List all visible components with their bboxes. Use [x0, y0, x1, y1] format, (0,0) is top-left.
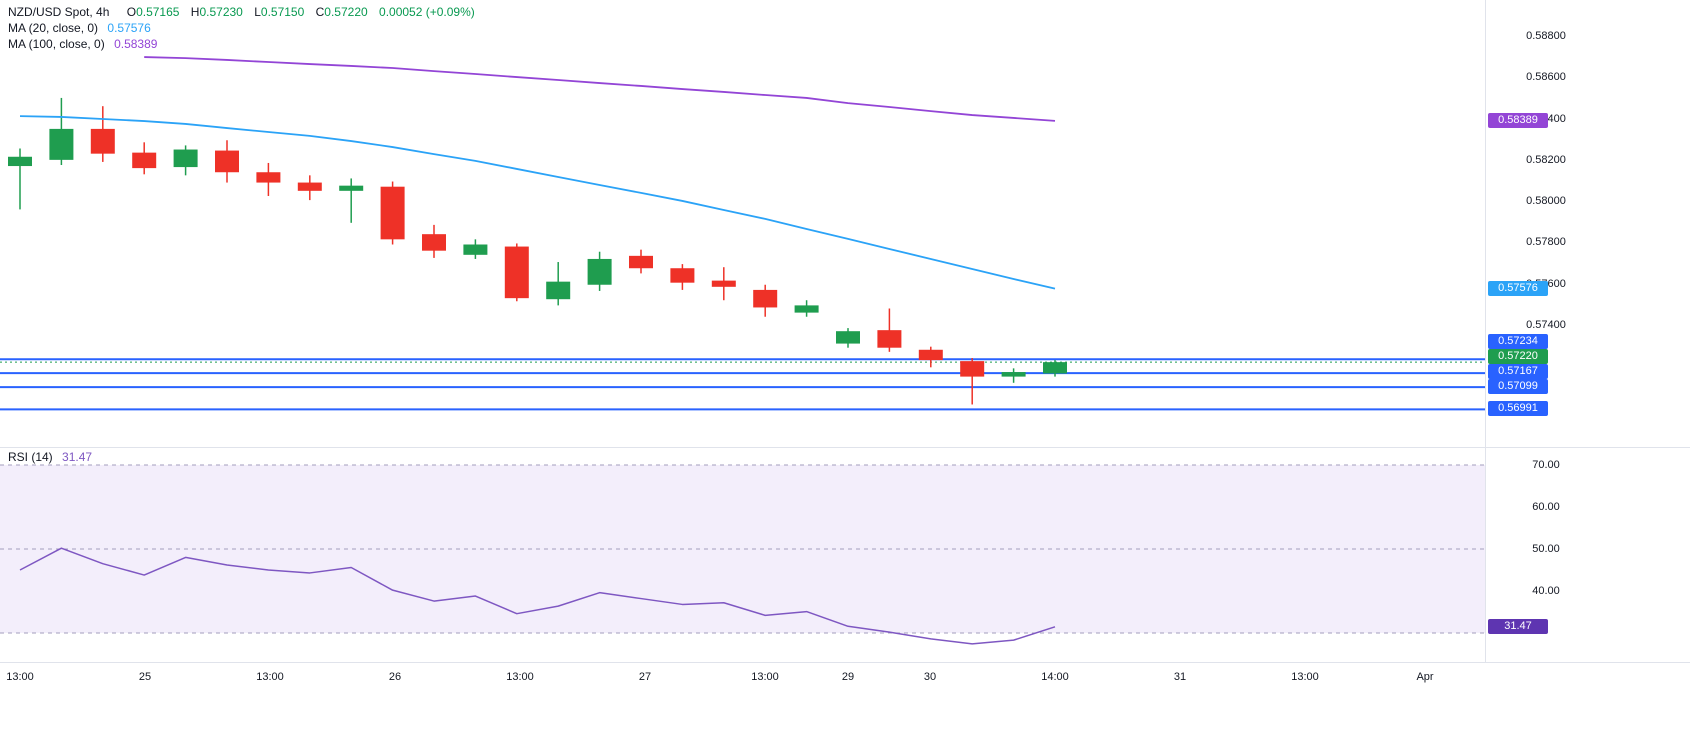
ma100-value: 0.58389 [114, 37, 158, 51]
low-value: 0.57150 [260, 5, 305, 19]
candle-body [629, 255, 653, 269]
price-badge: 0.57099 [1488, 379, 1548, 395]
rsi-badge: 31.47 [1488, 618, 1548, 634]
candle-body [504, 246, 529, 299]
time-tick-label: 27 [638, 671, 652, 683]
candle-body [794, 305, 819, 313]
ohlc-row: NZD/USD Spot, 4h O0.57165 H0.57230 L0.57… [8, 5, 475, 20]
price-axis-separator [1485, 0, 1486, 662]
candle-body [1043, 362, 1067, 374]
axis-tick-label: 0.58200 [1526, 153, 1566, 166]
candle-body [463, 244, 488, 255]
time-tick-label: 26 [388, 671, 402, 683]
high-pair: H0.57230 [191, 5, 243, 19]
candle-body [422, 234, 446, 251]
close-value: 0.57220 [324, 5, 368, 19]
time-tick-label: 13:00 [256, 671, 284, 683]
change-value: 0.00052 (+0.09%) [379, 5, 475, 19]
candle-body [49, 128, 74, 160]
price-badge: 0.56991 [1488, 401, 1548, 417]
price-badge: 0.58389 [1488, 112, 1548, 128]
symbol-title[interactable]: NZD/USD Spot, 4h [8, 5, 110, 19]
rsi-band [0, 465, 1485, 633]
high-label: H [190, 5, 200, 19]
price-badge: 0.57220 [1488, 349, 1548, 365]
price-badge: 0.57234 [1488, 334, 1548, 350]
candle-body [256, 172, 281, 183]
open-value: 0.57165 [136, 5, 180, 19]
time-tick-label: 13:00 [751, 671, 779, 683]
candle-body [90, 128, 115, 154]
time-tick-label: 25 [138, 671, 152, 683]
price-axis[interactable]: 0.588000.586000.584000.582000.580000.578… [1486, 0, 1690, 662]
ma20-line [19, 115, 1056, 290]
candle-body [711, 280, 736, 287]
ma20-value: 0.57576 [107, 21, 151, 35]
ma100-line [144, 56, 1056, 122]
candle-body [546, 281, 571, 300]
time-axis-separator [0, 662, 1690, 663]
symbol-legend: NZD/USD Spot, 4h O0.57165 H0.57230 L0.57… [8, 5, 475, 53]
rsi-legend[interactable]: RSI (14) 31.47 [8, 450, 92, 465]
time-tick-label: 31 [1173, 671, 1187, 683]
candle-body [8, 156, 32, 167]
open-label: O [126, 5, 137, 19]
time-tick-label: 14:00 [1041, 671, 1069, 683]
candle-body [297, 182, 322, 191]
candle-body [960, 361, 985, 377]
rsi-label: RSI (14) [8, 450, 53, 464]
axis-tick-label: 50.00 [1532, 543, 1560, 555]
candle-body [132, 152, 157, 169]
candle-body [587, 258, 612, 285]
time-tick-label: 29 [841, 671, 855, 683]
ma20-row[interactable]: MA (20, close, 0) 0.57576 [8, 21, 475, 36]
time-tick-label: 13:00 [506, 671, 534, 683]
low-label: L [254, 5, 261, 19]
candle-body [380, 186, 405, 240]
ma100-label: MA (100, close, 0) [8, 37, 105, 51]
candle-body [339, 185, 364, 191]
candle-body [1001, 372, 1026, 377]
ma100-row[interactable]: MA (100, close, 0) 0.58389 [8, 37, 475, 52]
price-badge: 0.57167 [1488, 364, 1548, 380]
candle-body [670, 268, 695, 283]
chart-canvas[interactable] [0, 0, 1485, 662]
candle-body [753, 289, 778, 308]
axis-tick-label: 0.57800 [1526, 236, 1566, 249]
axis-tick-label: 0.58600 [1526, 71, 1566, 84]
axis-tick-label: 0.58000 [1526, 195, 1566, 208]
rsi-value: 31.47 [62, 450, 93, 464]
candle-body [836, 331, 860, 344]
close-pair: C0.57220 [316, 5, 368, 19]
close-label: C [315, 5, 325, 19]
open-pair: O0.57165 [127, 5, 180, 19]
axis-tick-label: 0.58800 [1526, 30, 1566, 42]
axis-tick-label: 60.00 [1532, 501, 1560, 513]
rsi-line [19, 547, 1056, 645]
candle-body [877, 330, 902, 348]
pane-separator[interactable] [0, 447, 1690, 448]
low-pair: L0.57150 [254, 5, 304, 19]
axis-tick-label: 0.57400 [1526, 319, 1566, 331]
candle-body [173, 149, 198, 168]
time-axis[interactable]: 13:00 25 13:00 26 13:00 27 13:00 29 30 14:00 31 13:… [0, 662, 1690, 746]
time-tick-label: 13:00 [6, 671, 34, 683]
candle-body [215, 150, 239, 173]
price-badge: 0.57576 [1488, 280, 1548, 296]
high-value: 0.57230 [199, 5, 243, 19]
candle-body [918, 349, 943, 361]
axis-tick-label: 40.00 [1532, 585, 1560, 597]
time-tick-label: 30 [923, 671, 937, 683]
ma20-label: MA (20, close, 0) [8, 21, 99, 35]
time-tick-label: 13:00 [1291, 671, 1319, 683]
time-tick-label: Apr [1416, 671, 1434, 683]
axis-tick-label: 70.00 [1532, 459, 1560, 471]
